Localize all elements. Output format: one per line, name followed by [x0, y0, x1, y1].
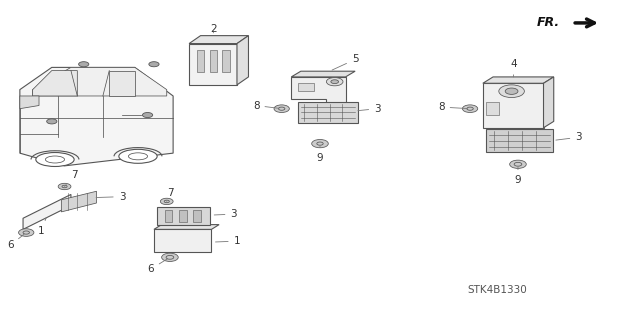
- Circle shape: [149, 62, 159, 67]
- Ellipse shape: [119, 149, 157, 163]
- Text: 3: 3: [96, 192, 125, 202]
- Text: 3: 3: [358, 104, 381, 114]
- Circle shape: [463, 105, 477, 113]
- Polygon shape: [222, 50, 230, 72]
- Polygon shape: [209, 50, 217, 72]
- Circle shape: [162, 253, 178, 262]
- Polygon shape: [237, 36, 248, 85]
- Polygon shape: [109, 70, 135, 96]
- Text: 1: 1: [38, 218, 46, 236]
- Polygon shape: [189, 36, 248, 44]
- Polygon shape: [298, 83, 314, 91]
- Text: 8: 8: [438, 102, 467, 112]
- Polygon shape: [23, 195, 71, 229]
- Text: 2: 2: [210, 24, 217, 34]
- Polygon shape: [20, 96, 39, 109]
- Circle shape: [47, 119, 57, 124]
- Polygon shape: [193, 210, 200, 222]
- Text: 9: 9: [317, 146, 323, 163]
- Circle shape: [499, 85, 524, 98]
- Polygon shape: [20, 67, 173, 166]
- Polygon shape: [179, 210, 186, 222]
- Ellipse shape: [36, 152, 74, 167]
- Polygon shape: [165, 210, 173, 222]
- Circle shape: [505, 88, 518, 94]
- Text: 7: 7: [166, 188, 173, 201]
- Polygon shape: [154, 225, 219, 229]
- Circle shape: [331, 80, 339, 84]
- Polygon shape: [486, 129, 553, 152]
- Circle shape: [79, 62, 89, 67]
- Circle shape: [58, 183, 71, 190]
- Polygon shape: [33, 70, 77, 96]
- Polygon shape: [483, 77, 554, 83]
- Circle shape: [312, 139, 328, 148]
- Polygon shape: [483, 83, 543, 128]
- Polygon shape: [196, 50, 204, 72]
- Text: 1: 1: [216, 236, 240, 246]
- Text: STK4B1330: STK4B1330: [467, 286, 527, 295]
- Circle shape: [326, 78, 343, 86]
- Polygon shape: [543, 77, 554, 128]
- Polygon shape: [154, 229, 211, 252]
- Circle shape: [19, 229, 34, 236]
- Text: 7: 7: [65, 170, 77, 187]
- Circle shape: [509, 160, 526, 168]
- Polygon shape: [33, 67, 167, 96]
- Polygon shape: [291, 77, 346, 115]
- Circle shape: [161, 198, 173, 204]
- Text: 6: 6: [147, 259, 168, 274]
- Text: 8: 8: [253, 100, 279, 110]
- Polygon shape: [157, 207, 209, 225]
- Text: 3: 3: [214, 209, 237, 219]
- Polygon shape: [486, 102, 499, 115]
- Circle shape: [143, 113, 153, 118]
- Polygon shape: [298, 102, 358, 123]
- Circle shape: [274, 105, 289, 113]
- Text: 6: 6: [7, 234, 24, 250]
- Text: 5: 5: [332, 55, 358, 70]
- Polygon shape: [291, 71, 355, 77]
- Text: 3: 3: [556, 132, 582, 142]
- Text: 9: 9: [515, 167, 522, 185]
- Polygon shape: [61, 191, 97, 212]
- Polygon shape: [189, 44, 237, 85]
- Text: 4: 4: [510, 59, 517, 77]
- Text: FR.: FR.: [536, 16, 559, 29]
